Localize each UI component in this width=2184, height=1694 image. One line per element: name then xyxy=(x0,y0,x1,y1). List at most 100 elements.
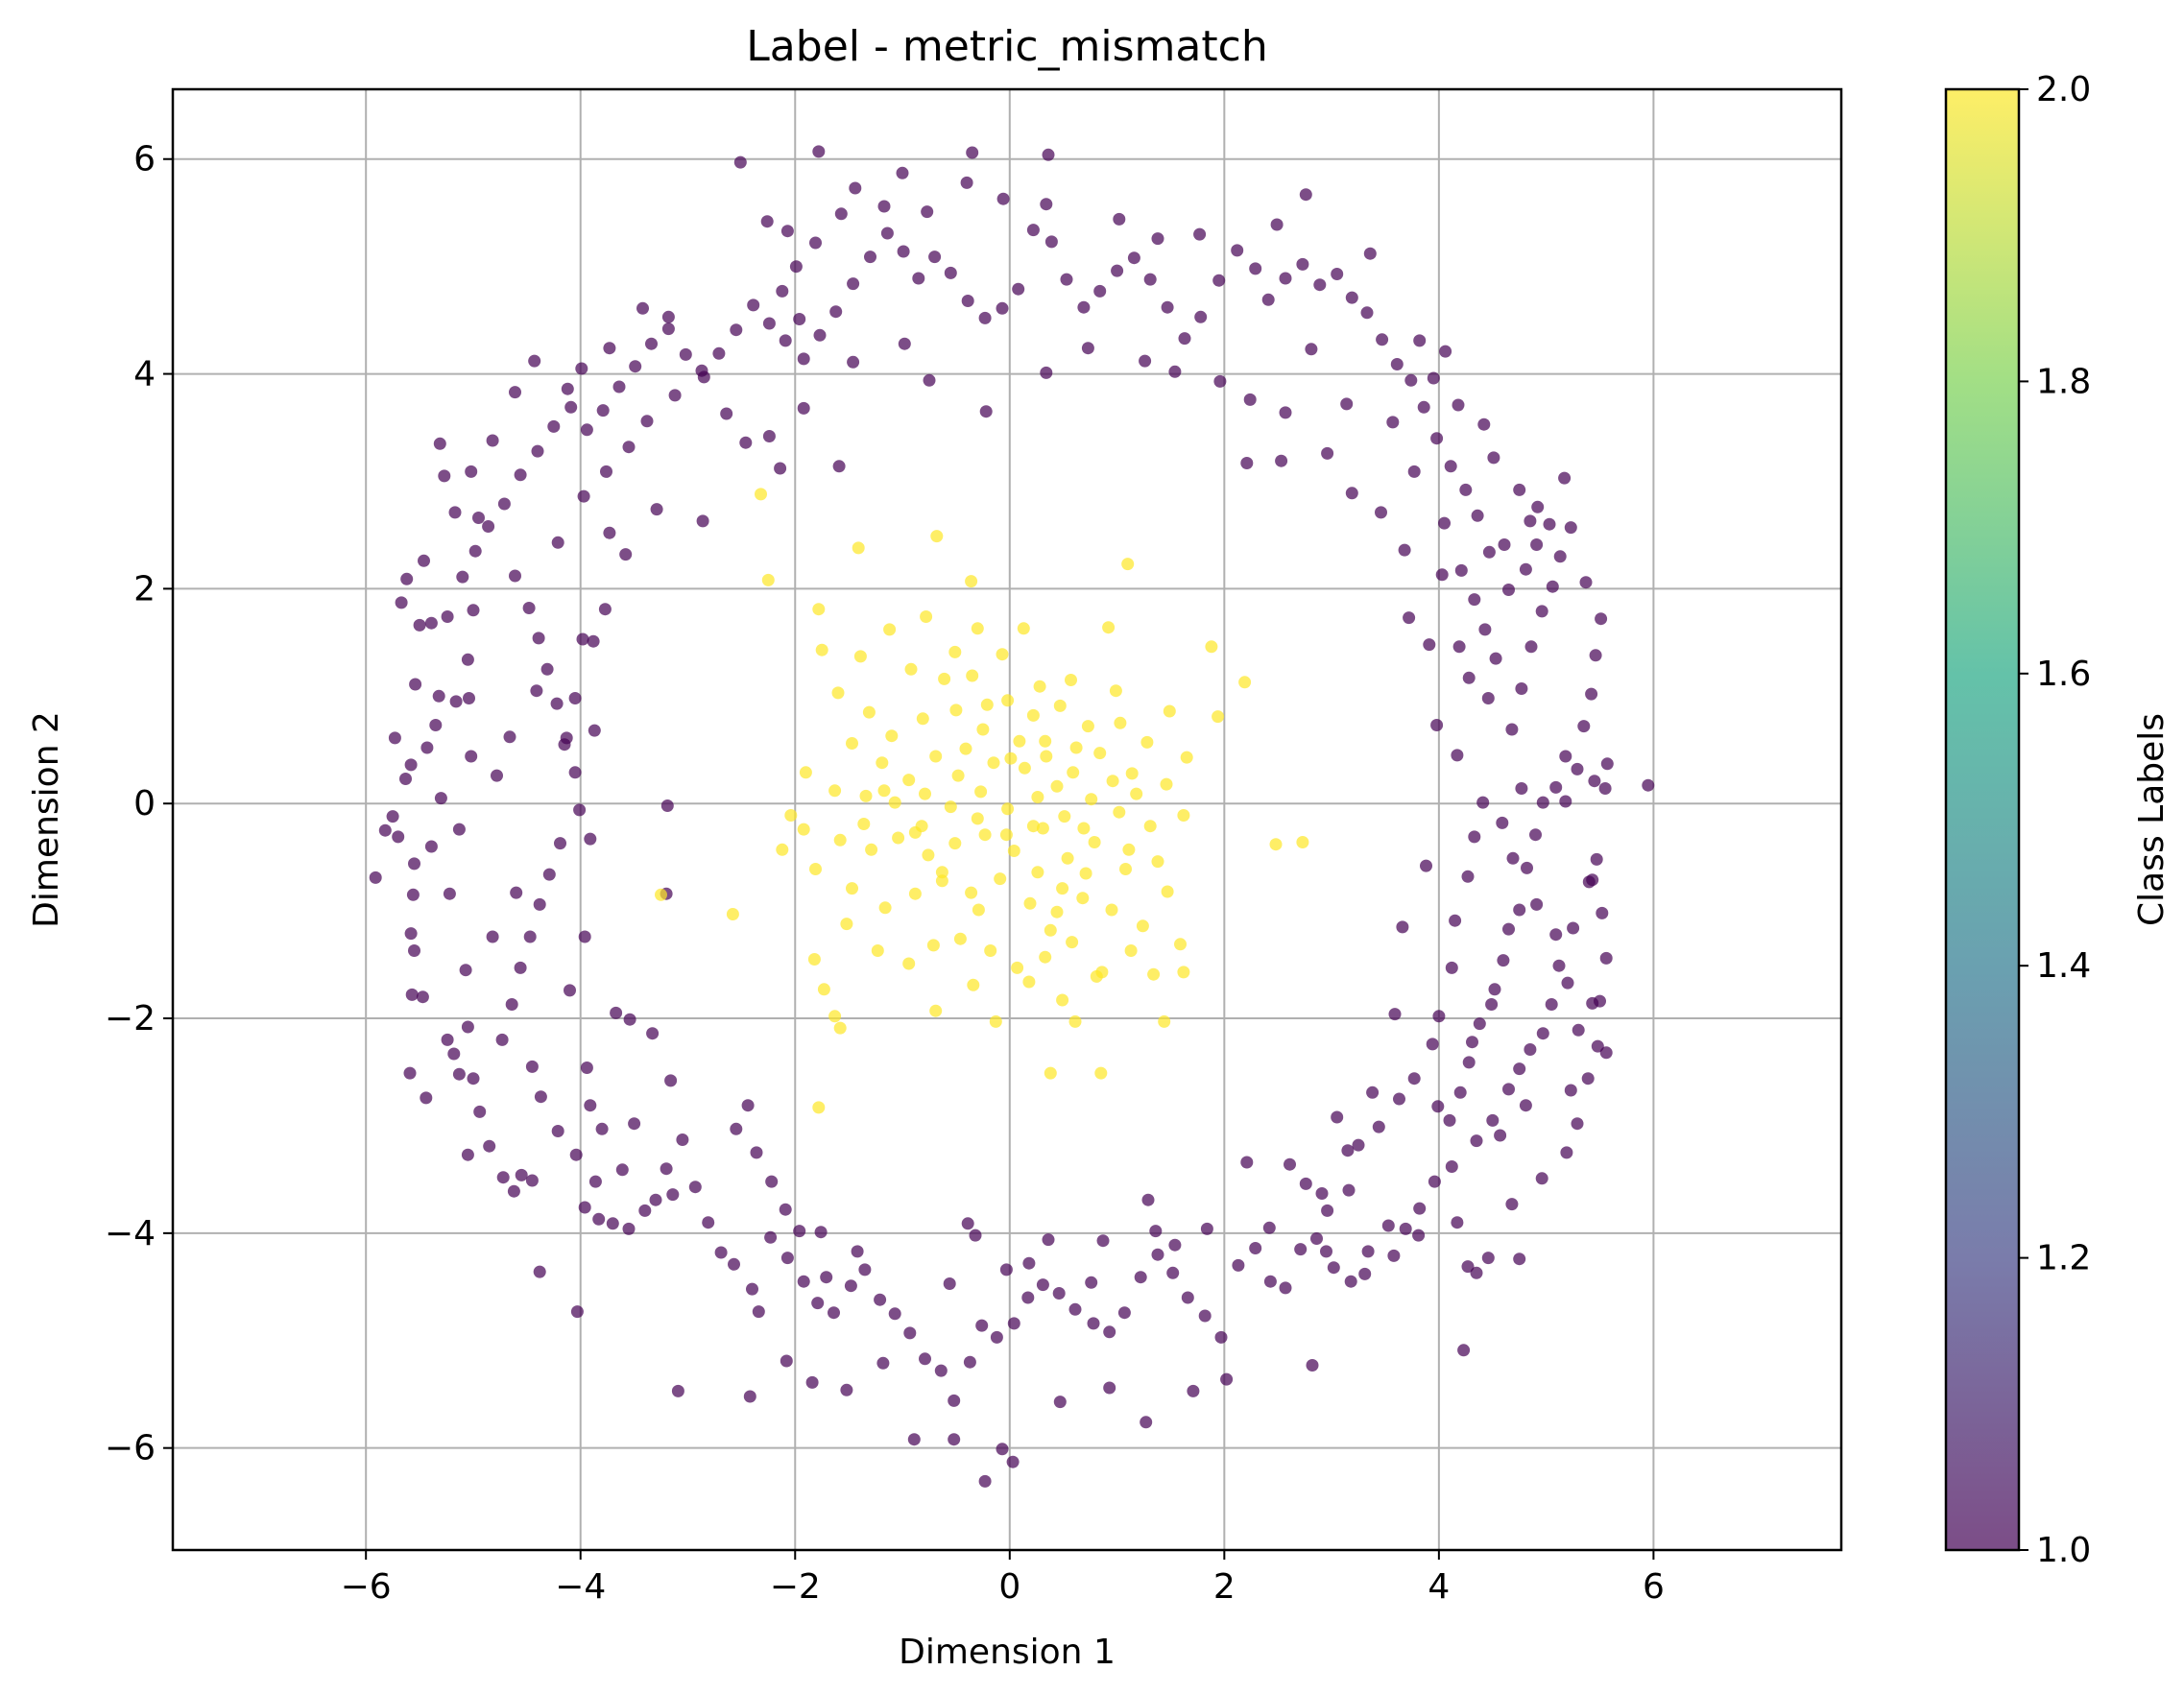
data-point xyxy=(1571,762,1584,775)
data-point xyxy=(797,823,810,836)
data-point xyxy=(403,1066,417,1080)
data-point xyxy=(649,1193,662,1206)
data-point xyxy=(1040,750,1053,763)
data-point xyxy=(1586,996,1599,1010)
data-point xyxy=(812,1101,826,1114)
data-point xyxy=(1077,822,1091,835)
data-point xyxy=(496,1171,510,1184)
data-point xyxy=(580,423,593,437)
data-point xyxy=(857,818,871,830)
data-point xyxy=(482,520,495,533)
data-point xyxy=(561,382,574,395)
data-point xyxy=(1595,612,1608,626)
data-point xyxy=(1381,1219,1395,1232)
data-point xyxy=(1125,767,1139,780)
data-point xyxy=(1213,374,1227,388)
data-point xyxy=(1194,310,1208,323)
data-point xyxy=(1136,919,1149,933)
data-point xyxy=(1306,1359,1319,1372)
data-point xyxy=(1113,805,1126,819)
data-point xyxy=(780,1252,794,1265)
data-point xyxy=(491,769,503,782)
data-point xyxy=(1087,1317,1100,1330)
data-point xyxy=(1023,896,1037,910)
data-point xyxy=(570,1305,584,1319)
data-point xyxy=(468,544,482,558)
data-point xyxy=(994,872,1007,886)
y-tick-label: −4 xyxy=(105,1214,156,1253)
data-point xyxy=(1459,483,1473,496)
x-tick-label: −4 xyxy=(555,1567,606,1607)
data-point xyxy=(1238,676,1252,689)
data-point xyxy=(452,1067,466,1081)
data-point xyxy=(765,1175,779,1188)
data-point xyxy=(762,317,776,330)
data-point xyxy=(1543,517,1556,531)
data-point xyxy=(923,373,936,387)
data-point xyxy=(852,541,865,555)
data-point xyxy=(1468,830,1481,844)
data-point xyxy=(1294,1243,1308,1256)
data-point xyxy=(1476,796,1490,809)
data-point xyxy=(974,785,988,799)
data-point xyxy=(1471,509,1484,522)
data-point xyxy=(828,784,842,798)
data-point xyxy=(1017,622,1030,635)
data-point xyxy=(1427,371,1440,385)
data-point xyxy=(399,773,412,785)
data-point xyxy=(1549,928,1563,942)
data-point xyxy=(661,322,675,336)
data-point xyxy=(747,298,760,312)
data-point xyxy=(1345,487,1358,500)
data-point xyxy=(1249,262,1262,275)
data-point xyxy=(793,1225,806,1238)
data-point xyxy=(1393,1092,1405,1106)
data-point xyxy=(1052,1287,1066,1300)
data-point xyxy=(1454,563,1468,577)
data-point xyxy=(878,901,892,915)
data-point xyxy=(965,886,978,899)
data-point xyxy=(1160,777,1173,791)
data-point xyxy=(404,758,418,772)
data-point xyxy=(1214,1330,1228,1344)
data-point xyxy=(1579,576,1593,589)
data-point xyxy=(1435,568,1449,582)
data-point xyxy=(534,1090,547,1104)
data-point xyxy=(907,1433,921,1446)
data-point xyxy=(885,729,899,743)
chart-title: Label - metric_mismatch xyxy=(746,22,1267,71)
data-point xyxy=(434,792,447,805)
data-point xyxy=(650,503,663,516)
data-point xyxy=(416,990,429,1004)
colorbar: 1.0 1.2 1.4 1.6 1.8 2.0 Class Labels xyxy=(1944,70,2172,1570)
data-point xyxy=(1430,432,1444,445)
data-point xyxy=(1470,1266,1483,1279)
data-point xyxy=(1177,809,1190,822)
data-point xyxy=(1358,1267,1372,1280)
data-point xyxy=(1066,936,1079,949)
colorbar-tick-label: 1.2 xyxy=(2036,1239,2091,1278)
data-point xyxy=(935,874,948,888)
data-point xyxy=(551,1125,564,1137)
data-point xyxy=(1060,273,1073,286)
data-point xyxy=(1004,752,1018,765)
data-point xyxy=(1352,1138,1365,1152)
data-point xyxy=(497,497,511,511)
data-point xyxy=(1598,782,1612,795)
data-point xyxy=(623,1013,636,1026)
data-point xyxy=(1341,1144,1355,1157)
data-point xyxy=(1279,406,1292,419)
data-point xyxy=(1445,1160,1458,1173)
data-point xyxy=(904,662,918,676)
data-point xyxy=(676,1133,689,1146)
data-point xyxy=(959,742,972,755)
data-point xyxy=(1198,1309,1212,1323)
data-point xyxy=(851,1245,864,1258)
data-point xyxy=(1571,1117,1584,1131)
data-point xyxy=(1449,914,1462,927)
data-point xyxy=(926,939,940,952)
data-point xyxy=(1240,457,1254,469)
data-point xyxy=(1412,1229,1426,1242)
data-point xyxy=(550,697,564,710)
data-point xyxy=(779,1203,792,1216)
